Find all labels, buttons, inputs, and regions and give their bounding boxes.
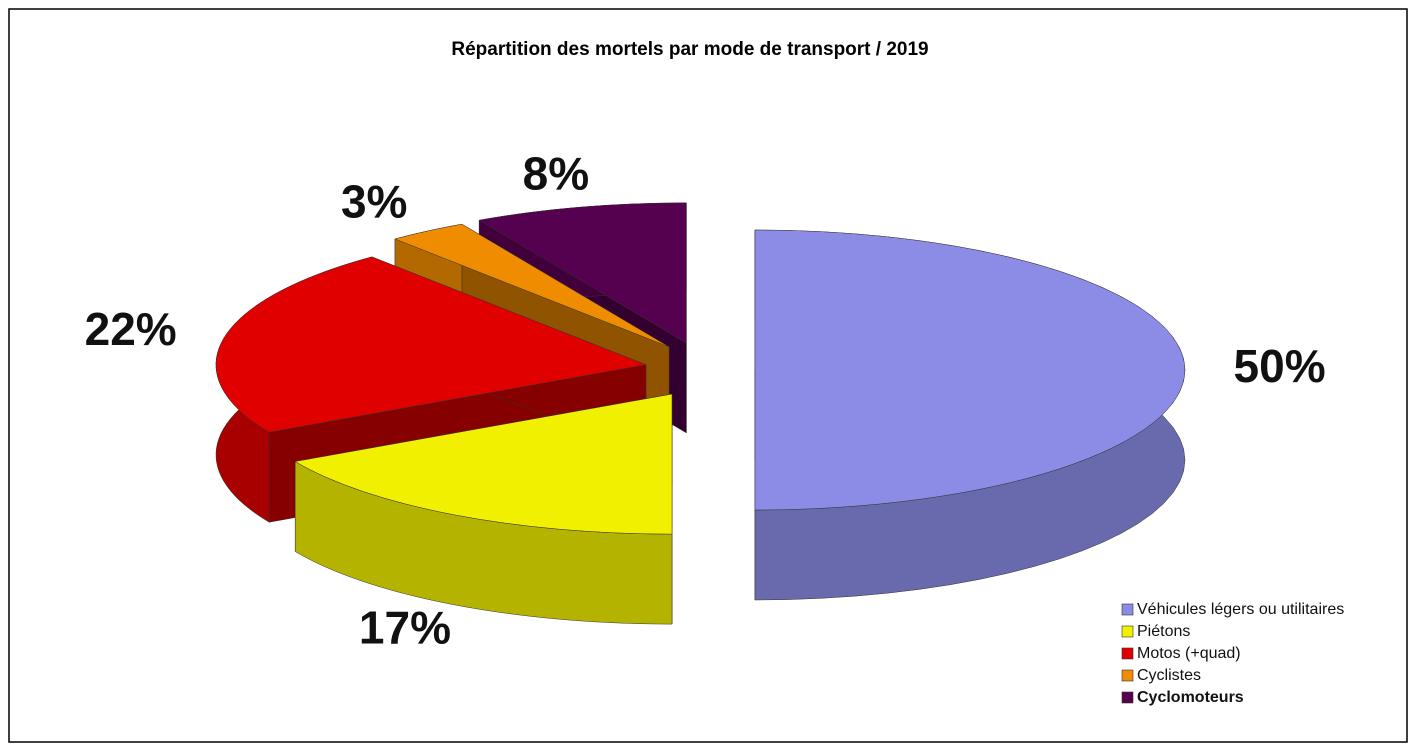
data-label: 17% [359,601,451,653]
chart-title: Répartition des mortels par mode de tran… [451,39,928,60]
legend-label: Motos (+quad) [1137,645,1241,662]
data-label: 8% [523,148,589,200]
data-label: 50% [1234,340,1326,392]
data-label: 3% [341,176,407,228]
legend-swatch [1122,604,1133,615]
legend-swatch [1122,692,1133,703]
page: Répartition des mortels par mode de tran… [0,0,1416,756]
legend-swatch [1122,670,1133,681]
legend-label: Cyclistes [1137,667,1201,684]
legend-label: Véhicules légers ou utilitaires [1137,601,1344,618]
legend-label: Cyclomoteurs [1137,689,1244,706]
legend-label: Piétons [1137,623,1190,640]
data-label: 22% [85,303,177,355]
chart: Répartition des mortels par mode de tran… [0,0,1416,751]
legend-swatch [1122,626,1133,637]
legend-swatch [1122,648,1133,659]
